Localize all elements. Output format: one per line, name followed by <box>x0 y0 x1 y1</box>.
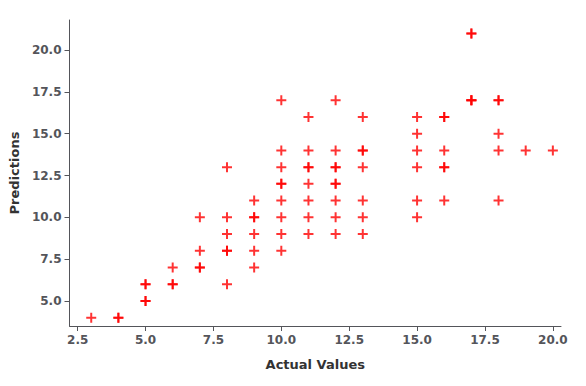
svg-text:10.0: 10.0 <box>32 210 62 224</box>
svg-text:17.5: 17.5 <box>470 333 500 347</box>
svg-text:12.5: 12.5 <box>334 333 364 347</box>
svg-text:2.5: 2.5 <box>67 333 88 347</box>
svg-text:20.0: 20.0 <box>538 333 568 347</box>
svg-text:5.0: 5.0 <box>40 294 61 308</box>
svg-text:Predictions: Predictions <box>7 131 22 214</box>
svg-text:17.5: 17.5 <box>32 85 62 99</box>
svg-text:10.0: 10.0 <box>267 333 297 347</box>
svg-text:Actual Values: Actual Values <box>266 357 366 372</box>
svg-text:7.5: 7.5 <box>40 252 61 266</box>
svg-text:15.0: 15.0 <box>402 333 432 347</box>
svg-text:12.5: 12.5 <box>32 169 62 183</box>
svg-text:15.0: 15.0 <box>32 127 62 141</box>
svg-text:7.5: 7.5 <box>203 333 224 347</box>
svg-text:20.0: 20.0 <box>32 43 62 57</box>
svg-text:5.0: 5.0 <box>135 333 156 347</box>
